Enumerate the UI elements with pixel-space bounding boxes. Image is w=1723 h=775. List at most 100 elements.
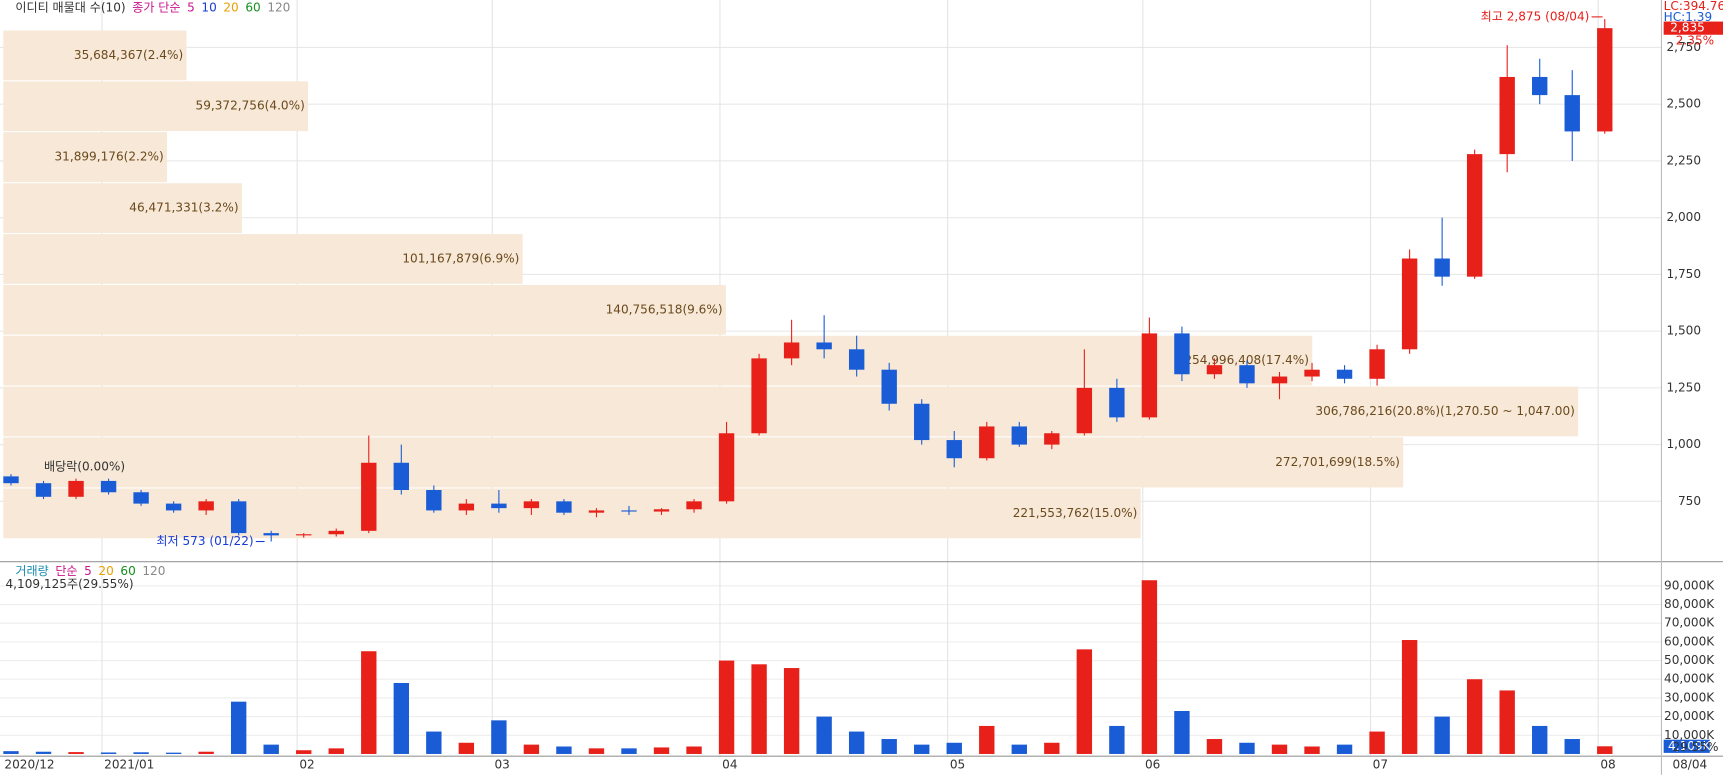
y-tick-label: 1,500 (1666, 324, 1701, 338)
volume-bar (621, 748, 637, 754)
y-tick-label: 1,250 (1666, 380, 1701, 394)
volume-bar (718, 660, 735, 754)
candle-body (718, 433, 735, 502)
profile-bar (3, 437, 1404, 488)
candle-body (686, 501, 702, 510)
x-tick-label: 05 (950, 757, 965, 771)
volume-bar (198, 751, 214, 754)
candle-body (361, 462, 377, 531)
volume-bar (1109, 725, 1125, 754)
candle-body (979, 426, 995, 459)
volume-bar (914, 744, 930, 754)
volume-bar (686, 746, 702, 754)
volume-profile: 221,553,762(15.0%) 272,701,699(18.5%) 306,… (3, 30, 1579, 539)
profile-bar (3, 488, 1141, 539)
candle-body (881, 369, 897, 404)
volume-bar (426, 731, 442, 754)
volume-bar (1044, 742, 1060, 754)
volume-bar (1271, 744, 1288, 754)
volume-bar (848, 731, 865, 754)
candle-body (1109, 387, 1125, 418)
profile-label: 254,996,408(17.4%) (1184, 353, 1309, 367)
volume-bar (881, 739, 897, 754)
profile-bar (3, 132, 168, 183)
candle-body (1174, 333, 1190, 375)
lc-label: LC:394.76 (1664, 0, 1723, 13)
legend-entry: 120 (267, 0, 290, 14)
candle-body (133, 492, 149, 504)
y-tick-label: 2,000 (1666, 210, 1701, 224)
volume-legend-entry: 단순 (55, 564, 77, 578)
volume-bar (1174, 711, 1190, 754)
candle-body (1336, 369, 1353, 379)
volume-bar (3, 751, 19, 754)
volume-bar (361, 651, 377, 754)
high-annotation: 최고 2,875 (08/04) (1481, 9, 1590, 23)
candle-body (1401, 258, 1418, 350)
last-price: 2,835 (1670, 21, 1705, 35)
y-tick-label: 1,000 (1666, 437, 1701, 451)
profile-label: 221,553,762(15.0%) (1013, 506, 1138, 520)
volume-bar (1369, 731, 1385, 754)
candle-body (1304, 369, 1320, 377)
x-tick-label: 2021/01 (104, 757, 154, 771)
volume-bar (230, 701, 247, 754)
candle-body (1466, 154, 1483, 277)
profile-label: 272,701,699(18.5%) (1275, 455, 1400, 469)
marks (3, 19, 1613, 754)
candle-body (1499, 76, 1515, 155)
candle-body (68, 480, 84, 497)
change-label: 2.35% (1676, 33, 1714, 47)
candle-body (621, 510, 637, 512)
volume-bar (1401, 640, 1418, 754)
volume-bar (133, 752, 149, 754)
volume-bar (100, 752, 117, 754)
legend-entry: 10 (201, 0, 216, 14)
volume-bar (68, 752, 84, 754)
volume-bar (816, 716, 832, 754)
volume-bar (296, 750, 312, 754)
profile-label: 35,684,367(2.4%) (74, 48, 183, 62)
candle-body (1369, 349, 1385, 379)
hc-label: HC:1.39 (1664, 10, 1712, 24)
volume-tick-label: 40,000K (1664, 672, 1715, 686)
candle-body (1597, 28, 1613, 132)
volume-tick-label: 70,000K (1664, 616, 1715, 630)
y-tick-label: 750 (1678, 494, 1701, 508)
volume-tick-label: 50,000K (1664, 653, 1715, 667)
volume-ratio: 29.55% (1672, 740, 1718, 754)
volume-legend-entry: 120 (142, 564, 165, 578)
volume-bar (523, 744, 540, 754)
candle-body (523, 501, 540, 509)
candle-body (783, 342, 800, 359)
x-tick-label: 07 (1373, 757, 1388, 771)
profile-bar (3, 30, 187, 81)
candle-body (328, 530, 344, 535)
candle-body (588, 510, 605, 513)
volume-bar (458, 742, 475, 754)
profile-bar (3, 284, 726, 335)
last-volume: 4,109K (1668, 739, 1712, 753)
legend-entry: 이디티 매물대 수(10) (15, 0, 125, 14)
candle-body (165, 503, 182, 511)
candle-body (653, 509, 670, 512)
volume-legend-entry: 5 (84, 564, 92, 578)
candle-body (35, 483, 52, 497)
profile-bar (3, 81, 309, 132)
last-price-box (1663, 21, 1723, 35)
candle-body (3, 476, 19, 484)
profile-label: 59,372,756(4.0%) (196, 99, 305, 113)
candle-body (393, 462, 409, 490)
legend-entry: 20 (223, 0, 238, 14)
volume-bar (653, 747, 670, 754)
x-tick-label: 2020/12 (4, 757, 54, 771)
volume-legend-entry: 20 (98, 564, 113, 578)
profile-label: 101,167,879(6.9%) (402, 251, 519, 265)
volume-bar (556, 746, 572, 754)
legend-entry: 종가 단순 (132, 0, 180, 14)
candle-body (458, 503, 475, 511)
low-annotation: 최저 573 (01/22) (156, 534, 253, 548)
x-tick-label: 06 (1145, 757, 1160, 771)
profile-bar (3, 234, 523, 284)
